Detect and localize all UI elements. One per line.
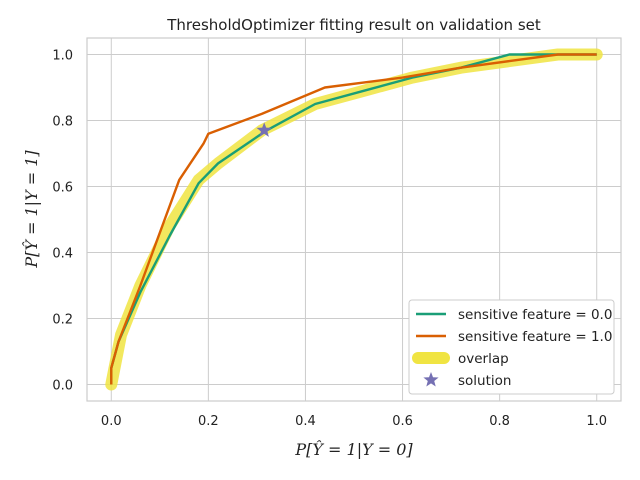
x-tick-label: 0.6 <box>392 414 413 429</box>
x-tick-label: 0.8 <box>489 414 510 429</box>
y-tick-label: 0.8 <box>52 115 73 130</box>
y-tick-label: 0.6 <box>52 181 73 196</box>
x-tick-label: 0.0 <box>101 414 122 429</box>
series-line-sensitive-feature-1-0 <box>110 53 597 385</box>
y-axis-label: P[Ŷ = 1|Y = 1] <box>21 150 41 269</box>
plot-frame-layer <box>86 37 622 402</box>
grid-layer <box>87 38 621 401</box>
y-tick-label: 0.2 <box>52 313 73 328</box>
solution-star-marker <box>256 122 272 137</box>
x-tick-label: 0.2 <box>198 414 219 429</box>
legend-label-sensitive-feature-0: sensitive feature = 0.0 <box>458 307 612 323</box>
legend-frame <box>408 299 615 395</box>
y-tick-label: 1.0 <box>52 49 73 64</box>
legend-swatch-solution-star-icon <box>423 372 439 387</box>
y-tick-label: 0.4 <box>52 247 73 262</box>
y-tick-label: 0.0 <box>52 379 73 394</box>
tick-label-layer: 0.0 0.2 0.4 0.6 0.8 1.0 0.0 0.2 0.4 0.6 0.8 1.0 <box>52 49 607 430</box>
plot-area-frame <box>86 37 622 402</box>
x-tick-label: 0.4 <box>295 414 316 429</box>
x-tick-label: 1.0 <box>586 414 607 429</box>
legend-label-solution: solution <box>458 373 511 389</box>
chart-title: ThresholdOptimizer fitting result on val… <box>166 16 541 34</box>
x-axis-label: P[Ŷ = 1|Y = 0] <box>294 439 413 459</box>
legend-label-sensitive-feature-1: sensitive feature = 1.0 <box>458 329 612 345</box>
legend: sensitive feature = 0.0 sensitive featur… <box>408 299 615 395</box>
legend-label-overlap: overlap <box>458 351 509 367</box>
marker-layer <box>256 122 272 137</box>
